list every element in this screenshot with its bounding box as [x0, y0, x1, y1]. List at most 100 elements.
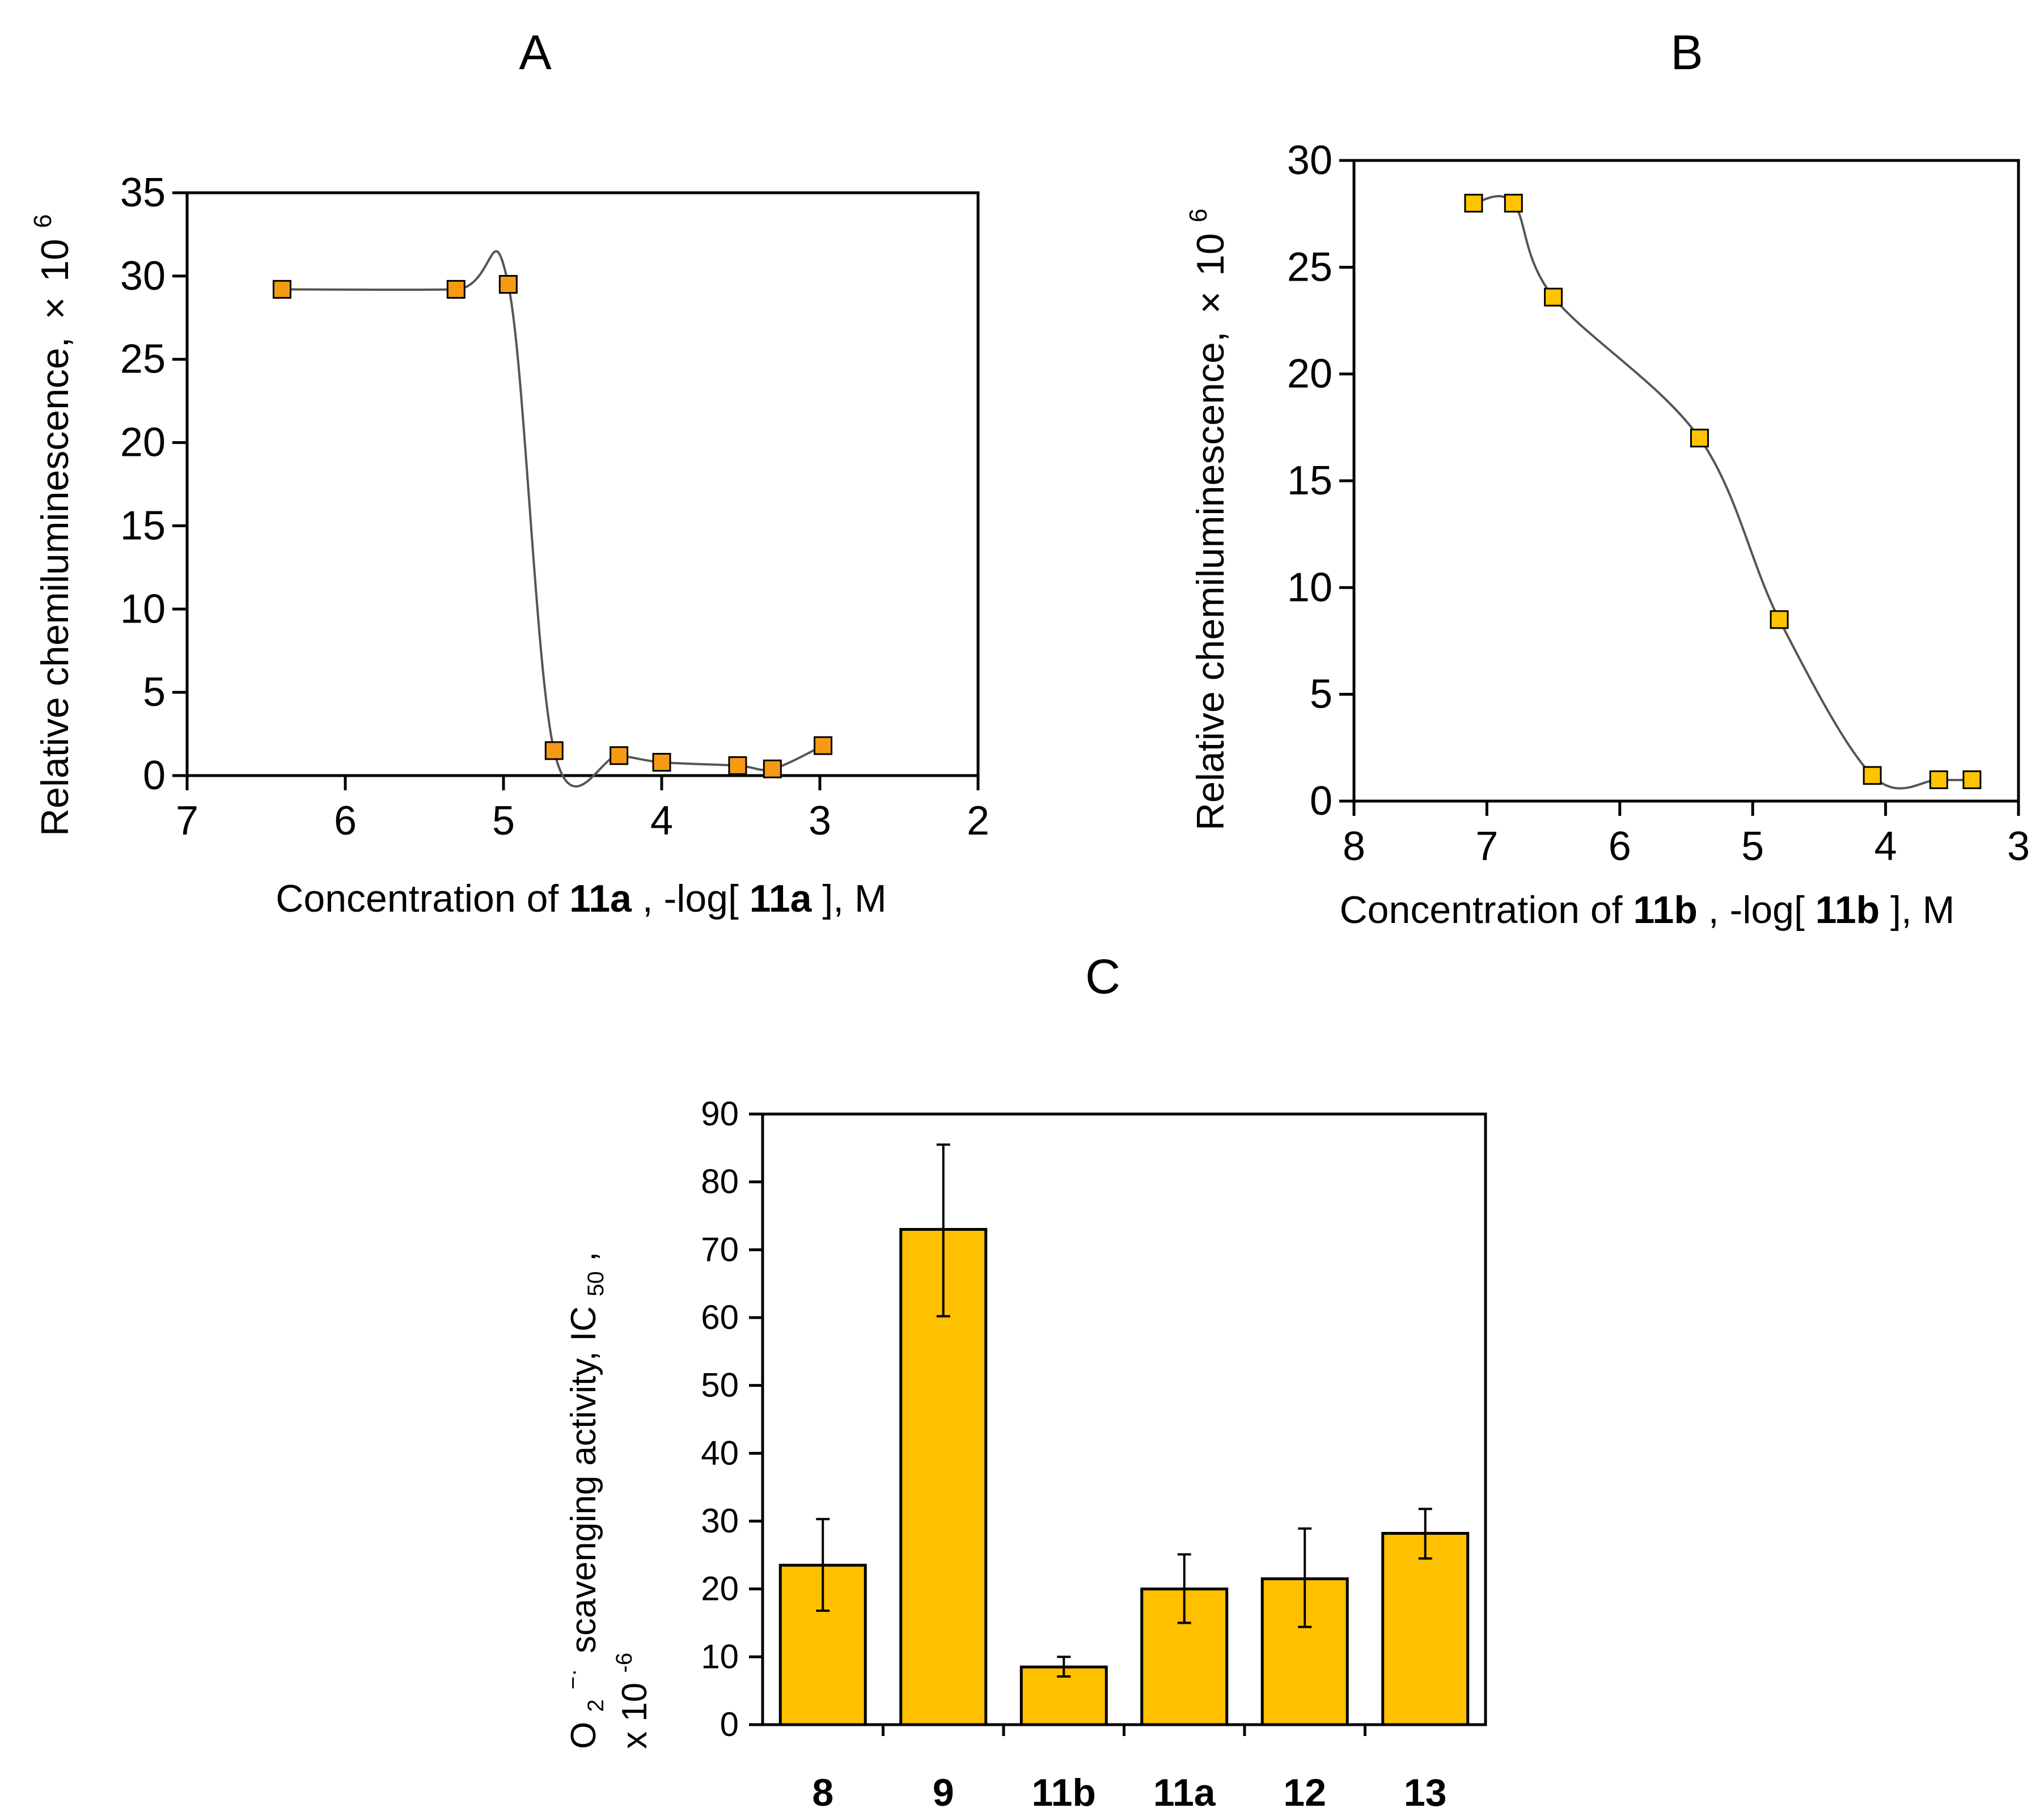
panel-b-y-axis: 0 5 10 15 20 25 30	[1287, 138, 1354, 824]
panel-a-data-point	[498, 275, 518, 294]
panel-b-xtick-label: 3	[2007, 824, 2030, 869]
panel-b-xtick-label: 8	[1343, 824, 1365, 869]
panel-b-xlabel-post: ], M	[1890, 888, 1954, 931]
panel-b-ytick-label: 30	[1287, 138, 1332, 183]
panel-c: C 0 10 20 30 40 50 60 70 80 90 8 9 11b 11a 12 13 O 2 −…	[549, 950, 1487, 1808]
panel-a-data-point	[544, 741, 564, 760]
panel-c-ytick-label: 90	[701, 1095, 739, 1133]
panel-a-xlabel-mid: , -log[	[642, 877, 739, 920]
panel-b-data-point	[1544, 287, 1563, 307]
panel-c-ylabel-main: scavenging activity, IC	[564, 1306, 603, 1653]
panel-a-series-line	[282, 250, 824, 788]
panel-b-xlabel-pre: Concentration of	[1340, 888, 1633, 931]
panel-a-xtick-label: 5	[492, 798, 515, 844]
panel-b-ytick-label: 15	[1287, 458, 1332, 503]
panel-c-ytick-label: 60	[701, 1298, 739, 1336]
panel-b-ylabel-times: ×	[1189, 291, 1232, 314]
panel-a-label: A	[519, 26, 552, 80]
panel-c-y-axis: 0 10 20 30 40 50 60 70 80 90	[701, 1095, 763, 1743]
panel-b-data-point	[1863, 766, 1882, 785]
panel-a-ylabel-main: Relative chemiluminescence,	[33, 337, 77, 836]
panel-a-ytick-label: 15	[120, 503, 166, 548]
panel-a-data-point	[610, 746, 629, 765]
panel-b-data-point	[1464, 193, 1483, 213]
panel-a-ylabel-exp: 6	[29, 214, 57, 228]
panel-b-ytick-label: 10	[1287, 565, 1332, 610]
panel-b-ylabel: Relative chemiluminescence, × 10 6	[1184, 209, 1232, 831]
panel-b-ytick-label: 25	[1287, 244, 1332, 290]
panel-c-ylabel-ic-sub: 50	[583, 1271, 608, 1297]
panel-b-ylabel-exp: 6	[1184, 209, 1212, 222]
panel-c-category-labels: 8 9 11b 11a 12 13	[812, 1771, 1446, 1808]
panel-a-data-point	[446, 280, 465, 299]
panel-c-ytick-label: 40	[701, 1434, 739, 1472]
panel-b-xlabel-mid: , -log[	[1708, 888, 1805, 931]
panel-c-bars	[778, 1227, 1470, 1726]
panel-c-ytick-label: 70	[701, 1230, 739, 1268]
panel-a-xlabel-compound: 11a	[569, 877, 632, 920]
panel-b-xtick-label: 7	[1475, 824, 1498, 869]
panel-b-series-line	[1473, 195, 1972, 790]
panel-a-ytick-label: 35	[120, 170, 166, 215]
panel-c-category-label: 11a	[1153, 1771, 1216, 1808]
panel-c-label: C	[1085, 950, 1120, 1004]
panel-a-ylabel: Relative chemiluminescence, × 10 6	[29, 214, 77, 836]
panel-a-data-point	[652, 753, 671, 772]
panel-a-xlabel: Concentration of 11a , -log[ 11a ], M	[276, 877, 886, 920]
panel-c-category-label: 8	[812, 1771, 833, 1808]
panel-b-ytick-label: 20	[1287, 352, 1332, 397]
panel-c-ylabel-line2: x 10 -6	[612, 1653, 654, 1749]
panel-a-xlabel-post: ], M	[822, 877, 886, 920]
panel-a-xtick-label: 6	[334, 798, 357, 844]
panel-b-ytick-label: 0	[1310, 778, 1332, 824]
panel-a: A 0 5 10 15 20 25 30 35 7 6 5 4 3 2 Relative chemilu…	[29, 26, 989, 920]
panel-a-ytick-label: 5	[143, 670, 166, 715]
panel-b-label: B	[1670, 26, 1703, 80]
panel-b-data-point	[1770, 610, 1789, 629]
panel-a-x-axis: 7 6 5 4 3 2	[176, 776, 989, 844]
panel-b-ylabel-main: Relative chemiluminescence,	[1189, 331, 1232, 831]
panel-c-category-label: 12	[1283, 1771, 1326, 1808]
panel-a-data-point	[763, 759, 782, 778]
panel-c-plot-frame	[761, 1112, 1487, 1726]
panel-a-ytick-label: 0	[143, 753, 166, 798]
panel-b-x-axis: 8 7 6 5 4 3	[1343, 801, 2030, 869]
panel-b-xlabel-compound: 11b	[1633, 888, 1697, 931]
panel-c-ytick-label: 10	[701, 1637, 739, 1675]
panel-c-ytick-label: 80	[701, 1163, 739, 1201]
panel-c-category-label: 9	[933, 1771, 954, 1808]
panel-a-xtick-label: 7	[176, 798, 198, 844]
panel-c-bar-13	[1381, 1532, 1470, 1726]
panel-a-xtick-label: 4	[650, 798, 673, 844]
panel-a-data-point	[272, 280, 291, 299]
panel-c-ytick-label: 30	[701, 1502, 739, 1540]
panel-a-ylabel-base: 10	[33, 239, 77, 282]
panel-a-ytick-label: 10	[120, 586, 166, 632]
panel-c-ytick-label: 0	[720, 1705, 739, 1743]
panel-c-ylabel: O 2 −· scavenging activity, IC 50 ,	[549, 1252, 611, 1749]
panel-a-data-point	[728, 756, 747, 775]
panel-b-xtick-label: 5	[1741, 824, 1764, 869]
panel-a-ytick-label: 25	[120, 337, 166, 382]
panel-c-ytick-label: 20	[701, 1570, 739, 1608]
panel-c-ylabel-line2-exp: -6	[612, 1653, 637, 1673]
panel-a-plot-frame	[185, 191, 980, 777]
panel-b-xtick-label: 4	[1874, 824, 1897, 869]
panel-b-ylabel-base: 10	[1189, 233, 1232, 276]
panel-a-data-point	[814, 736, 833, 755]
panel-c-error-bars	[816, 1143, 1432, 1678]
panel-a-xtick-label: 2	[967, 798, 989, 844]
panel-a-y-axis: 0 5 10 15 20 25 30 35	[120, 170, 187, 798]
panel-b-xlabel: Concentration of 11b , -log[ 11b ], M	[1340, 888, 1955, 931]
panel-a-ytick-label: 30	[120, 253, 166, 299]
panel-a-xtick-label: 3	[809, 798, 831, 844]
panel-a-ytick-label: 20	[120, 420, 166, 465]
panel-b-xlabel-compound-2: 11b	[1816, 888, 1880, 931]
panel-a-ylabel-times: ×	[33, 297, 77, 320]
panel-a-markers	[272, 275, 833, 778]
panel-c-ytick-label: 50	[701, 1366, 739, 1404]
panel-c-category-label: 11b	[1032, 1771, 1096, 1808]
panel-a-xlabel-pre: Concentration of	[276, 877, 569, 920]
panel-c-x-axis	[882, 1725, 1366, 1736]
